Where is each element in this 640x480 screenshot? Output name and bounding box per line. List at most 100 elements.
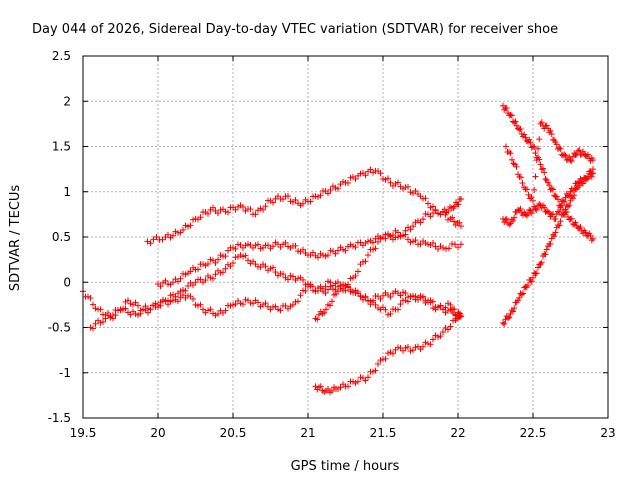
data-point — [541, 169, 548, 176]
data-point — [345, 179, 351, 186]
data-point — [375, 238, 381, 245]
data-point — [501, 320, 508, 327]
data-point — [532, 173, 539, 180]
data-point — [170, 232, 176, 239]
data-point — [538, 259, 545, 266]
data-point — [317, 383, 324, 390]
data-point — [536, 136, 543, 143]
data-point — [515, 171, 521, 178]
data-point — [538, 119, 545, 126]
data-point — [556, 144, 563, 151]
data-point — [548, 131, 555, 138]
data-point — [560, 197, 566, 204]
data-point — [180, 226, 186, 233]
data-point — [511, 305, 518, 312]
data-point — [92, 320, 99, 327]
data-point — [441, 206, 448, 213]
data-point — [511, 214, 518, 221]
data-point — [277, 307, 284, 314]
data-point — [367, 166, 374, 173]
data-point — [197, 301, 204, 308]
data-point — [327, 279, 334, 286]
data-point — [516, 126, 523, 133]
data-point — [322, 290, 329, 297]
series-track-e — [312, 195, 464, 323]
y-axis-label: SDTVAR / TECUs — [8, 185, 23, 292]
data-point — [212, 259, 219, 266]
data-point — [317, 192, 324, 199]
data-point — [447, 301, 454, 308]
data-point — [566, 202, 573, 209]
data-point — [252, 211, 259, 218]
x-tick-label: 22 — [450, 426, 465, 440]
data-point — [530, 197, 536, 204]
series-track-f — [312, 315, 461, 396]
data-point — [580, 180, 586, 187]
data-point — [587, 232, 594, 239]
data-point — [513, 122, 520, 129]
grid-lines — [83, 56, 608, 418]
data-point — [327, 302, 333, 309]
data-point — [500, 319, 506, 326]
data-point — [546, 182, 553, 189]
chart-title: Day 044 of 2026, Sidereal Day-to-day VTE… — [32, 22, 558, 37]
data-point — [365, 374, 371, 381]
data-point — [557, 204, 564, 211]
series-track-c — [80, 282, 464, 322]
y-tick-label: 1 — [63, 185, 71, 199]
data-point — [177, 275, 184, 282]
data-point — [515, 297, 521, 304]
data-point — [335, 185, 341, 192]
data-point — [377, 170, 384, 177]
data-point — [543, 177, 550, 184]
data-point — [397, 301, 404, 308]
data-point — [541, 204, 548, 211]
data-point — [100, 318, 106, 325]
data-point — [521, 131, 528, 138]
data-point — [523, 212, 530, 219]
x-tick-label: 22.5 — [520, 426, 547, 440]
data-point — [300, 246, 306, 253]
data-point — [310, 249, 316, 256]
x-axis-label: GPS time / hours — [291, 459, 400, 474]
data-point — [232, 301, 239, 308]
data-point — [337, 285, 344, 292]
data-point — [225, 209, 231, 216]
data-point — [215, 256, 221, 263]
data-point — [580, 148, 586, 155]
data-point — [430, 203, 436, 210]
data-point — [270, 199, 276, 206]
data-point — [290, 301, 296, 308]
data-point — [316, 311, 322, 318]
data-point — [365, 297, 371, 304]
data-point — [553, 193, 560, 200]
data-point — [162, 277, 169, 284]
data-point — [555, 222, 561, 229]
data-point — [272, 269, 279, 276]
data-point — [375, 361, 381, 368]
data-point — [382, 306, 389, 313]
y-tick-label: -0.5 — [48, 321, 71, 335]
data-point — [417, 241, 424, 248]
data-point — [332, 250, 339, 257]
data-point — [519, 180, 526, 187]
data-point — [342, 247, 349, 254]
data-point — [545, 208, 551, 215]
data-point — [420, 343, 426, 350]
data-point — [315, 254, 321, 261]
data-point — [442, 304, 449, 311]
data-point — [215, 210, 221, 217]
data-point — [372, 367, 379, 374]
data-point — [520, 290, 526, 297]
data-point — [370, 239, 376, 246]
data-point — [575, 148, 581, 155]
data-point — [262, 263, 269, 270]
data-point — [561, 151, 568, 158]
series-track-j — [503, 119, 596, 204]
data-point — [132, 299, 139, 306]
y-tick-label: -1 — [59, 366, 71, 380]
data-point — [227, 263, 234, 270]
data-point — [292, 196, 299, 203]
data-point — [307, 198, 314, 205]
data-points — [80, 102, 596, 396]
